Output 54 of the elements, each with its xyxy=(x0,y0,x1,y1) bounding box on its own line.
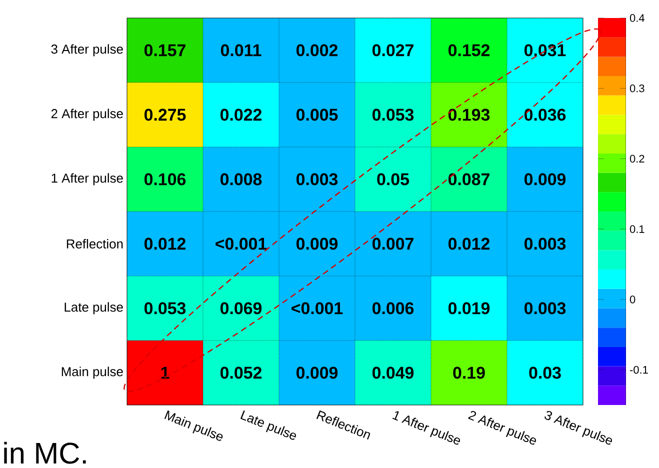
y-tick-label: Main pulse xyxy=(62,366,123,379)
y-tick-label: 1 After pulse xyxy=(52,173,123,186)
data-label: 0.012 xyxy=(144,238,186,250)
data-label: 0.19 xyxy=(453,366,485,379)
data-label: <0.001 xyxy=(216,238,267,250)
data-label: 0.031 xyxy=(524,44,566,56)
data-label: 0.006 xyxy=(372,302,414,314)
color-bar-label: 0.4 xyxy=(630,14,644,22)
data-label: 0.152 xyxy=(448,44,490,56)
y-tick-label: Late pulse xyxy=(64,302,123,314)
data-label: 0.069 xyxy=(220,302,262,314)
data-label: 0.019 xyxy=(448,302,490,314)
data-label: 0.012 xyxy=(448,238,490,250)
color-bar-label: 0.3 xyxy=(630,84,644,92)
data-label: 1 xyxy=(161,366,170,379)
color-bar-label: -0.1 xyxy=(630,366,648,374)
data-label: 0.053 xyxy=(144,302,186,314)
data-label: 0.002 xyxy=(296,44,338,56)
y-tick-label: 2 After pulse xyxy=(51,108,123,121)
data-label: 0.053 xyxy=(372,108,414,121)
data-label: 0.049 xyxy=(372,366,414,379)
data-label: 0.003 xyxy=(296,173,338,186)
x-tick-label: Main pulse xyxy=(164,410,223,441)
data-label: 0.009 xyxy=(524,173,566,186)
data-label: 0.106 xyxy=(144,173,186,186)
data-label: 0.157 xyxy=(144,44,186,56)
data-label: 0.008 xyxy=(220,173,262,186)
data-label: 0.193 xyxy=(448,108,490,121)
data-label: 0.007 xyxy=(372,238,414,250)
x-tick-label: 1 After pulse xyxy=(392,411,460,445)
data-label: 0.087 xyxy=(448,173,490,186)
data-label: 0.036 xyxy=(524,108,566,121)
data-label: <0.001 xyxy=(292,302,343,314)
data-label: 0.009 xyxy=(296,238,338,250)
data-label: 0.275 xyxy=(144,108,186,121)
data-label: 0.052 xyxy=(220,366,262,379)
data-label: 0.005 xyxy=(296,108,338,121)
data-label: 0.009 xyxy=(296,366,338,379)
y-tick-label: Reflection xyxy=(66,238,123,249)
data-label: 0.027 xyxy=(372,44,414,56)
data-label: 0.05 xyxy=(377,173,410,186)
color-bar-label: 0.1 xyxy=(630,225,644,233)
y-tick-label: 3 After pulse xyxy=(51,44,123,56)
data-label: 0.011 xyxy=(220,44,262,56)
x-tick-label: Late pulse xyxy=(240,410,296,440)
data-label: 0.03 xyxy=(529,366,561,379)
data-label: 0.003 xyxy=(524,238,566,250)
data-label: 0.003 xyxy=(524,302,566,314)
x-tick-label: 3 After pulse xyxy=(544,410,612,445)
color-bar-label: 0 xyxy=(630,296,636,304)
data-label: 0.022 xyxy=(220,108,262,121)
x-tick-label: 2 After pulse xyxy=(468,410,536,445)
color-bar-label: 0.2 xyxy=(630,154,644,163)
text: in MC. xyxy=(4,442,86,464)
